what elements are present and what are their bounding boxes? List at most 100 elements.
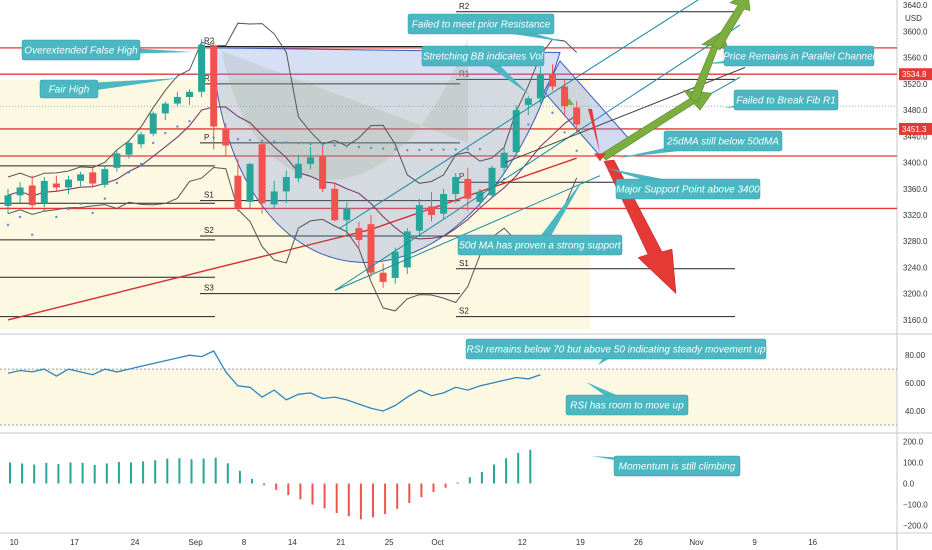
candle-body — [294, 163, 302, 179]
pivot-label: S2 — [204, 226, 214, 235]
date-tick-label: 19 — [576, 538, 585, 547]
date-tick-label: 10 — [10, 538, 19, 547]
sar-dot — [176, 125, 179, 128]
momentum-tick-label: −100.0 — [903, 501, 928, 510]
candle-body — [161, 103, 169, 114]
price-tag-label: 3451.3 — [902, 125, 927, 134]
sar-dot — [454, 148, 457, 151]
price-tick-label: 3360.0 — [903, 185, 928, 194]
rsi-panel — [7, 350, 541, 412]
price-tag — [899, 68, 932, 81]
candle-body — [573, 107, 581, 125]
sar-dot — [43, 209, 46, 212]
callout-fair-high: Fair High — [39, 78, 180, 99]
sar-dot — [418, 148, 421, 152]
callout-ma-25-50: 25dMA still below 50dMA — [618, 130, 783, 158]
pivot-label: R2 — [204, 37, 215, 46]
sar-dot — [430, 148, 433, 152]
candle-body — [40, 180, 48, 204]
rsi-tick-label: 40.00 — [905, 407, 926, 416]
sar-dot — [394, 148, 397, 151]
pivot-label: S2 — [459, 307, 469, 316]
channel-mid — [339, 0, 699, 229]
callout-box — [21, 39, 141, 61]
callout-box — [615, 178, 761, 200]
callout-text: 50d MA has proven a strong support — [459, 241, 622, 252]
sar-dot — [6, 223, 10, 227]
candle-body — [500, 152, 508, 168]
channel-lower — [334, 175, 601, 291]
candle-body — [319, 156, 327, 189]
sar-dot — [309, 142, 312, 146]
pivot-label: R1 — [204, 74, 215, 83]
candle-body — [379, 272, 387, 282]
candle-body — [125, 142, 133, 155]
candle-body — [101, 169, 109, 185]
candle-body — [403, 231, 411, 268]
date-tick-label: 17 — [70, 538, 79, 547]
callout-rsi-band: RSI remains below 70 but above 50 indica… — [465, 338, 767, 365]
momentum-tick-label: −200.0 — [903, 522, 928, 531]
candle-body — [561, 86, 569, 107]
callout-text: Failed to meet prior Resistance — [412, 20, 551, 31]
sar-dot — [91, 211, 94, 215]
sar-dot — [273, 140, 276, 143]
momentum-tick-label: 100.0 — [903, 458, 924, 467]
pivot-label: P — [204, 133, 209, 142]
candle-body — [428, 206, 435, 216]
sar-dot — [575, 149, 578, 152]
date-tick-label: 9 — [752, 538, 757, 547]
sar-dot — [527, 123, 530, 126]
sar-dot — [127, 171, 131, 174]
sar-dot — [152, 141, 155, 145]
candle-body — [282, 176, 290, 192]
candle-body — [512, 110, 520, 153]
callout-text: RSI has room to move up — [570, 401, 684, 412]
callout-text: Overextended False High — [24, 46, 138, 57]
candle-body — [440, 194, 448, 214]
green-arrow — [599, 90, 713, 161]
pivot-lines: R2R1PS1S2S3R2R1PS1S2 — [0, 2, 897, 318]
date-tick-label: 8 — [242, 538, 247, 547]
rsi-band-shade — [0, 369, 897, 426]
candle-body — [536, 74, 544, 99]
candle-body — [452, 176, 460, 195]
green-arrow — [711, 0, 751, 51]
price-tick-label: 3200.0 — [903, 290, 928, 299]
sar-dot — [31, 233, 34, 236]
candle-body — [77, 174, 85, 181]
price-tick-label: 3280.0 — [903, 237, 928, 246]
candle-body — [258, 144, 266, 204]
callout-ma-support: 50d MA has proven a strong support — [457, 178, 623, 256]
candle-body — [113, 153, 121, 168]
candle-body — [4, 195, 12, 206]
callout-parallel-channel: Price Remains in Parallel Channel — [702, 45, 876, 67]
callout-rsi-room: RSI has room to move up — [565, 382, 689, 416]
sar-dot — [369, 146, 373, 150]
sar-dot — [381, 147, 385, 150]
sar-dot — [115, 181, 119, 185]
axes: 3640.0 3600.0 3560.0 3520.0 3480.0 3440.0 3400… — [10, 1, 932, 547]
candle-body — [415, 205, 423, 231]
price-tick-label: 3440.0 — [903, 132, 928, 141]
price-tick-label: 3560.0 — [903, 54, 928, 63]
sar-dot — [79, 202, 82, 206]
callout-text: Price Remains in Parallel Channel — [723, 52, 876, 63]
candle-body — [307, 157, 314, 164]
candle-body — [355, 228, 363, 240]
callout-text: 25dMA still below 50dMA — [666, 137, 779, 148]
candle-body — [149, 113, 157, 134]
date-tick-label: 12 — [518, 538, 527, 547]
candlesticks — [4, 39, 581, 288]
sar-dot — [236, 138, 240, 141]
candle-body — [246, 163, 254, 202]
candle-body — [16, 187, 24, 196]
callout-text: Stretching BB indicates Vol — [423, 52, 544, 63]
candle-body — [173, 97, 181, 104]
callout-overextended: Overextended False High — [21, 39, 192, 61]
callout-box — [421, 45, 545, 67]
date-tick-label: 24 — [131, 538, 140, 547]
sar-dot — [321, 143, 324, 146]
annotation-callouts: Overextended False High Fair High Failed t… — [21, 13, 876, 477]
